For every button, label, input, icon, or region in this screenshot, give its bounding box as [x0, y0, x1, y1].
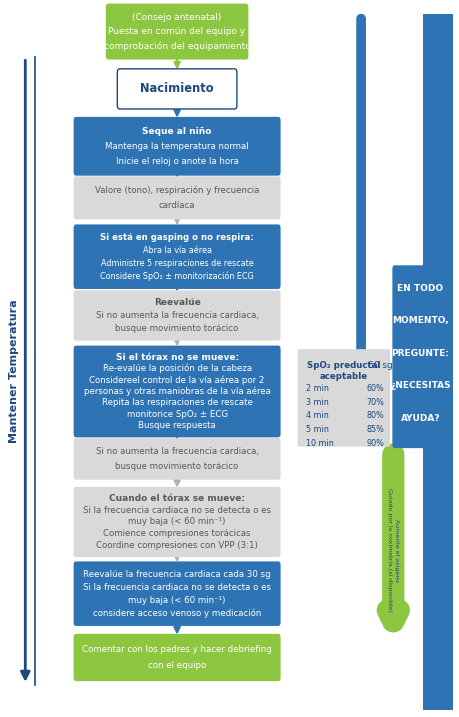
- Text: Comience compresiones torácicas: Comience compresiones torácicas: [103, 529, 250, 538]
- Text: 5 min: 5 min: [305, 425, 328, 434]
- Text: Mantener Temperatura: Mantener Temperatura: [9, 299, 19, 443]
- FancyBboxPatch shape: [73, 176, 280, 219]
- Text: Si el tórax no se mueve:: Si el tórax no se mueve:: [115, 353, 238, 361]
- Text: 85%: 85%: [365, 425, 383, 434]
- Text: Si la frecuencia cardiaca no se detecta o es: Si la frecuencia cardiaca no se detecta …: [83, 583, 270, 592]
- FancyBboxPatch shape: [73, 346, 280, 437]
- Text: Si está en gasping o no respira:: Si está en gasping o no respira:: [100, 232, 253, 242]
- Text: considere acceso venoso y medicación: considere acceso venoso y medicación: [93, 609, 261, 618]
- Text: busque movimiento torácico: busque movimiento torácico: [115, 323, 238, 333]
- Text: Re-evalúe la posición de la cabeza: Re-evalúe la posición de la cabeza: [102, 364, 251, 374]
- Text: MOMENTO,: MOMENTO,: [391, 316, 448, 326]
- Text: Mantenga la temperatura normal: Mantenga la temperatura normal: [105, 142, 248, 151]
- Text: Si no aumenta la frecuencia cardiaca,: Si no aumenta la frecuencia cardiaca,: [95, 447, 258, 456]
- Text: Reevalúe la frecuencia cardiaca cada 30 sg: Reevalúe la frecuencia cardiaca cada 30 …: [83, 569, 270, 579]
- Text: Comentar con los padres y hacer debriefing: Comentar con los padres y hacer debriefi…: [82, 645, 271, 654]
- FancyBboxPatch shape: [73, 487, 280, 557]
- Text: PREGUNTE:: PREGUNTE:: [391, 349, 448, 358]
- Text: Si no aumenta la frecuencia cardiaca,: Si no aumenta la frecuencia cardiaca,: [95, 311, 258, 320]
- Text: 10 min: 10 min: [305, 439, 333, 447]
- Text: personas y otras maniobras de la vía aérea: personas y otras maniobras de la vía aér…: [84, 386, 270, 397]
- Text: aceptable: aceptable: [319, 372, 367, 381]
- FancyBboxPatch shape: [297, 349, 389, 447]
- Text: Reevalúe: Reevalúe: [153, 298, 200, 308]
- Text: 90%: 90%: [365, 439, 383, 447]
- Text: Busque respuesta: Busque respuesta: [138, 422, 216, 430]
- Text: AYUDA?: AYUDA?: [400, 414, 439, 423]
- Text: Considere SpO₂ ± monitorización ECG: Considere SpO₂ ± monitorización ECG: [100, 272, 253, 281]
- FancyBboxPatch shape: [73, 438, 280, 480]
- FancyBboxPatch shape: [422, 14, 452, 710]
- Text: Coordine compresiones con VPP (3:1): Coordine compresiones con VPP (3:1): [96, 541, 257, 550]
- FancyBboxPatch shape: [117, 69, 236, 109]
- FancyBboxPatch shape: [73, 117, 280, 176]
- Text: Puesta en común del equipo y: Puesta en común del equipo y: [108, 27, 245, 36]
- Text: 60 sg: 60 sg: [367, 361, 392, 370]
- Text: Inicie el reloj o anote la hora: Inicie el reloj o anote la hora: [115, 157, 238, 166]
- Text: busque movimiento torácico: busque movimiento torácico: [115, 462, 238, 470]
- Text: Cuando el tórax se mueve:: Cuando el tórax se mueve:: [109, 494, 245, 503]
- Text: muy baja (< 60 min⁻¹): muy baja (< 60 min⁻¹): [128, 518, 225, 526]
- Text: 80%: 80%: [365, 412, 383, 420]
- FancyBboxPatch shape: [73, 634, 280, 681]
- Text: muy baja (< 60 min⁻¹): muy baja (< 60 min⁻¹): [128, 596, 225, 604]
- FancyBboxPatch shape: [73, 290, 280, 341]
- FancyBboxPatch shape: [106, 4, 248, 60]
- Text: 4 min: 4 min: [305, 412, 328, 420]
- Text: EN TODO: EN TODO: [397, 284, 442, 293]
- Text: Administre 5 respiraciones de rescate: Administre 5 respiraciones de rescate: [101, 259, 253, 267]
- Text: cardíaca: cardíaca: [158, 201, 195, 210]
- Text: 3 min: 3 min: [305, 398, 328, 407]
- Text: comprobación del equipamiento: comprobación del equipamiento: [103, 41, 250, 51]
- Text: 60%: 60%: [365, 384, 383, 393]
- Text: Seque al niño: Seque al niño: [142, 127, 211, 136]
- Text: Nacimiento: Nacimiento: [140, 82, 213, 95]
- FancyBboxPatch shape: [73, 561, 280, 626]
- Text: (Consejo antenatal): (Consejo antenatal): [132, 13, 221, 22]
- Text: Considereel control de la vía aérea por 2: Considereel control de la vía aérea por …: [89, 375, 264, 385]
- Text: ¿NECESITAS: ¿NECESITAS: [389, 381, 450, 391]
- Text: 2 min: 2 min: [305, 384, 328, 393]
- Text: Aumente el oxígeno
Guiado por la coximetría (si disponible): Aumente el oxígeno Guiado por la coximet…: [386, 488, 398, 612]
- Text: Abra la vía aérea: Abra la vía aérea: [142, 246, 211, 255]
- FancyBboxPatch shape: [392, 265, 448, 448]
- Text: SpO₂ preductal: SpO₂ preductal: [307, 361, 380, 370]
- Text: Repita las respiraciones de rescate: Repita las respiraciones de rescate: [101, 399, 252, 407]
- Text: Valore (tono), respiración y frecuencia: Valore (tono), respiración y frecuencia: [95, 186, 259, 195]
- Text: Si la frecuencia cardiaca no se detecta o es: Si la frecuencia cardiaca no se detecta …: [83, 505, 270, 515]
- FancyBboxPatch shape: [73, 224, 280, 289]
- Text: monitorice SpO₂ ± ECG: monitorice SpO₂ ± ECG: [126, 410, 227, 419]
- Text: 70%: 70%: [365, 398, 383, 407]
- Text: con el equipo: con el equipo: [148, 661, 206, 670]
